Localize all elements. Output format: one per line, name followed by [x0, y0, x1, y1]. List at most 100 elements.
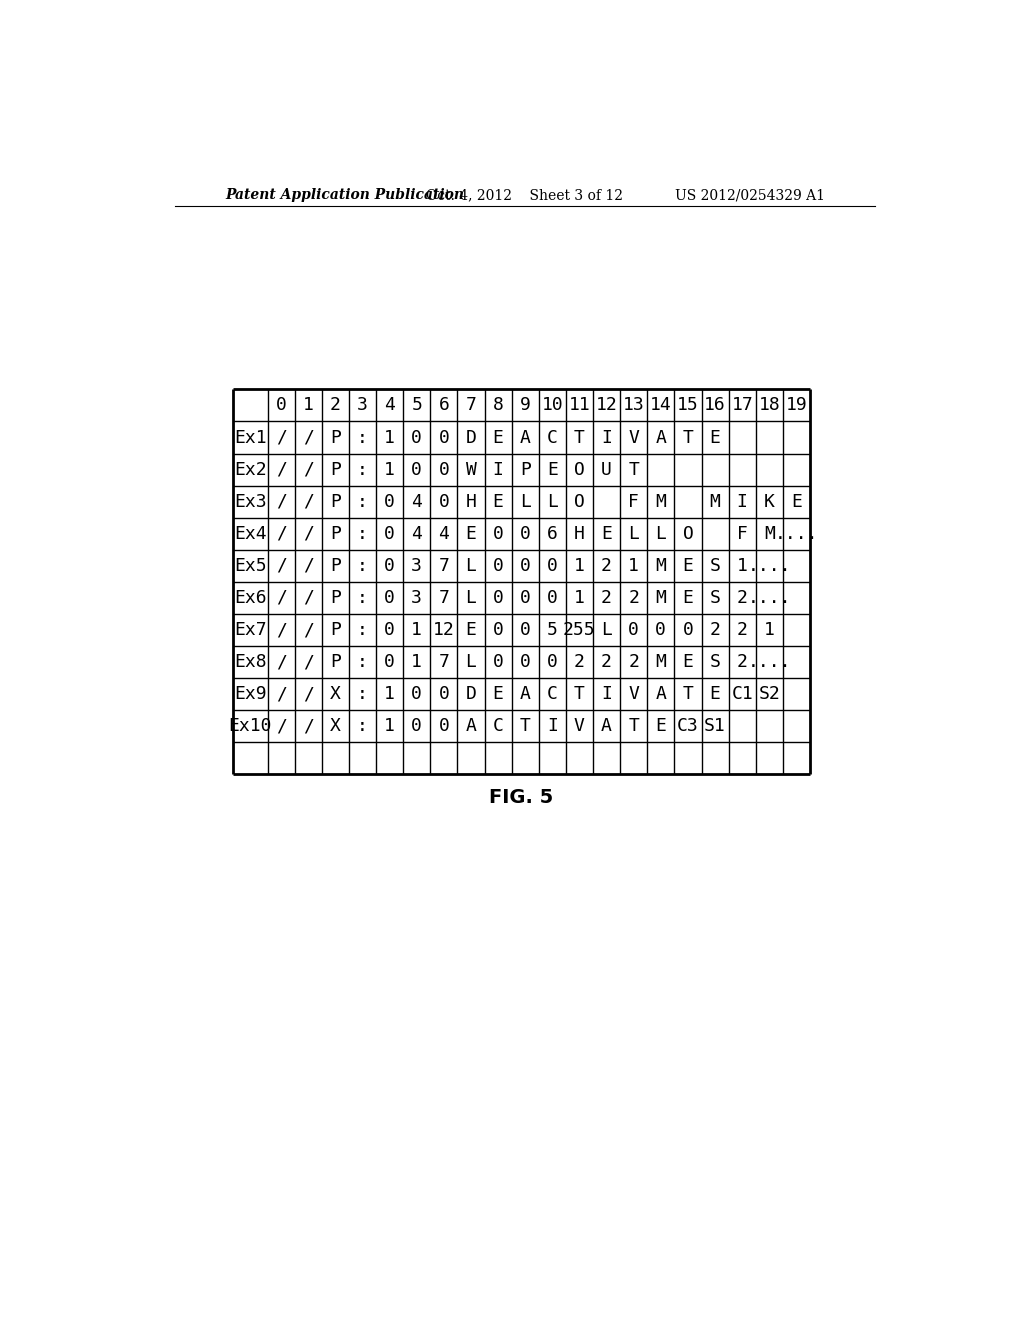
Text: Patent Application Publication: Patent Application Publication — [225, 189, 464, 202]
Text: A: A — [466, 717, 476, 735]
Text: 1: 1 — [384, 717, 395, 735]
Text: S: S — [710, 589, 721, 607]
Text: 0: 0 — [547, 653, 558, 671]
Text: D: D — [466, 429, 476, 446]
Text: M: M — [655, 589, 667, 607]
Text: 17: 17 — [731, 396, 753, 414]
Text: 0: 0 — [493, 589, 504, 607]
Text: Ex10: Ex10 — [228, 717, 271, 735]
Text: 6: 6 — [547, 525, 558, 543]
Text: C: C — [547, 429, 558, 446]
Text: 16: 16 — [705, 396, 726, 414]
Text: E: E — [547, 461, 558, 479]
Text: 0: 0 — [438, 492, 450, 511]
Text: W: W — [466, 461, 476, 479]
Text: F: F — [736, 525, 748, 543]
Text: T: T — [520, 717, 530, 735]
Text: 0: 0 — [520, 525, 530, 543]
Text: X: X — [330, 717, 341, 735]
Text: A: A — [601, 717, 612, 735]
Text: ....: .... — [748, 589, 792, 607]
Text: M: M — [710, 492, 721, 511]
Text: 1: 1 — [764, 620, 775, 639]
Text: 2: 2 — [574, 653, 585, 671]
Text: 0: 0 — [275, 396, 287, 414]
Text: 0: 0 — [384, 589, 395, 607]
Text: /: / — [303, 717, 313, 735]
Text: E: E — [601, 525, 612, 543]
Text: 7: 7 — [438, 557, 450, 574]
Text: I: I — [736, 492, 748, 511]
Text: S1: S1 — [705, 717, 726, 735]
Text: /: / — [303, 492, 313, 511]
Text: 7: 7 — [438, 653, 450, 671]
Text: /: / — [275, 717, 287, 735]
Text: /: / — [303, 429, 313, 446]
Text: 0: 0 — [412, 429, 422, 446]
Text: 0: 0 — [412, 461, 422, 479]
Text: 0: 0 — [655, 620, 667, 639]
Text: :: : — [357, 685, 368, 704]
Text: ....: .... — [748, 653, 792, 671]
Text: L: L — [655, 525, 667, 543]
Text: Ex8: Ex8 — [233, 653, 266, 671]
Text: E: E — [493, 685, 504, 704]
Text: 12: 12 — [596, 396, 617, 414]
Text: 1: 1 — [736, 557, 748, 574]
Text: 1: 1 — [629, 557, 639, 574]
Text: /: / — [303, 589, 313, 607]
Text: /: / — [275, 557, 287, 574]
Text: O: O — [683, 525, 693, 543]
Text: K: K — [764, 492, 775, 511]
Text: 1: 1 — [384, 429, 395, 446]
Text: L: L — [466, 557, 476, 574]
Text: 2: 2 — [710, 620, 721, 639]
Text: /: / — [275, 653, 287, 671]
Text: /: / — [303, 525, 313, 543]
Text: S2: S2 — [759, 685, 780, 704]
Text: A: A — [655, 429, 667, 446]
Text: Ex7: Ex7 — [233, 620, 266, 639]
Text: P: P — [330, 429, 341, 446]
Text: US 2012/0254329 A1: US 2012/0254329 A1 — [675, 189, 824, 202]
Text: 5: 5 — [412, 396, 422, 414]
Text: T: T — [683, 685, 693, 704]
Text: /: / — [303, 620, 313, 639]
Text: A: A — [520, 685, 530, 704]
Text: E: E — [683, 653, 693, 671]
Text: 0: 0 — [547, 589, 558, 607]
Text: ....: .... — [748, 557, 792, 574]
Text: E: E — [791, 492, 802, 511]
Text: Ex1: Ex1 — [233, 429, 266, 446]
Text: 2: 2 — [330, 396, 341, 414]
Text: S: S — [710, 653, 721, 671]
Text: 0: 0 — [412, 717, 422, 735]
Text: 0: 0 — [520, 589, 530, 607]
Text: :: : — [357, 429, 368, 446]
Text: 15: 15 — [677, 396, 698, 414]
Text: 2: 2 — [601, 653, 612, 671]
Text: 0: 0 — [493, 557, 504, 574]
Text: E: E — [493, 492, 504, 511]
Text: 4: 4 — [412, 525, 422, 543]
Text: F: F — [629, 492, 639, 511]
Text: 1: 1 — [574, 589, 585, 607]
Text: T: T — [683, 429, 693, 446]
Text: 1: 1 — [384, 685, 395, 704]
Text: H: H — [466, 492, 476, 511]
Text: Ex2: Ex2 — [233, 461, 266, 479]
Text: Ex5: Ex5 — [233, 557, 266, 574]
Text: E: E — [710, 429, 721, 446]
Text: T: T — [574, 429, 585, 446]
Text: 3: 3 — [357, 396, 368, 414]
Text: 4: 4 — [412, 492, 422, 511]
Text: 0: 0 — [520, 557, 530, 574]
Text: :: : — [357, 492, 368, 511]
Text: I: I — [547, 717, 558, 735]
Text: :: : — [357, 653, 368, 671]
Text: 0: 0 — [384, 620, 395, 639]
Text: :: : — [357, 717, 368, 735]
Text: M: M — [655, 653, 667, 671]
Text: V: V — [574, 717, 585, 735]
Text: 6: 6 — [438, 396, 450, 414]
